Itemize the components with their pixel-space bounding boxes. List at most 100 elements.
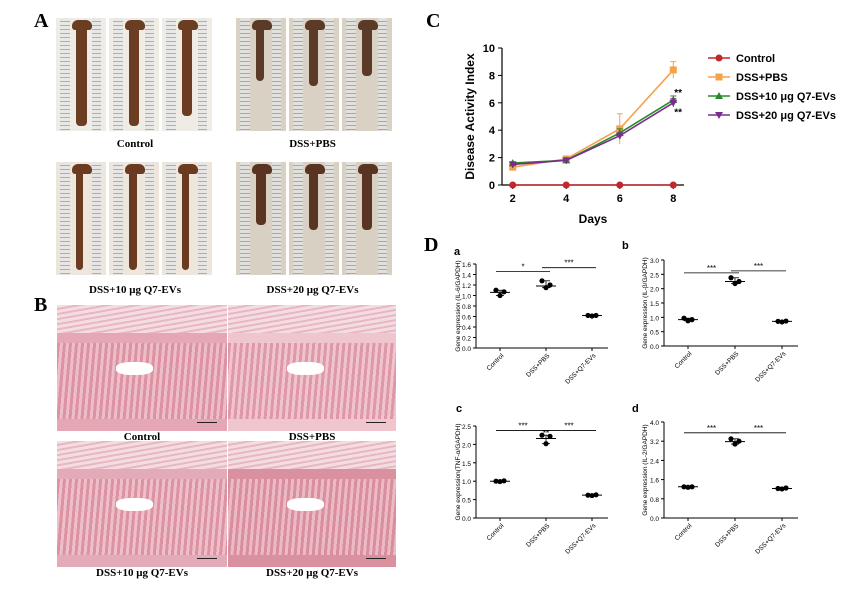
ruler-scale: [346, 162, 356, 275]
data-point: [783, 485, 789, 491]
data-point: [736, 438, 742, 444]
x-tick-label: 8: [670, 193, 676, 205]
data-point: [616, 181, 624, 189]
colon-tissue: [182, 26, 192, 116]
data-point: [715, 54, 723, 62]
ruler-scale: [272, 18, 281, 131]
data-point: [669, 181, 677, 189]
y-tick-label: 0.0: [462, 516, 471, 523]
legend-label: DSS+20 μg Q7-EVs: [736, 110, 836, 122]
panel-b-caption-dss-20: DSS+20 μg Q7-EVs: [266, 567, 358, 579]
histology-image: [228, 441, 396, 567]
x-tick-label: Control: [486, 352, 506, 372]
colon-cecum: [305, 20, 325, 30]
colon-cecum: [72, 164, 92, 174]
y-tick-label: 2.0: [462, 442, 471, 449]
significance-label: ***: [564, 421, 573, 430]
x-tick-label: 2: [510, 193, 516, 205]
significance-label: ***: [754, 424, 763, 433]
data-point: [736, 278, 742, 285]
data-point: [539, 432, 545, 438]
panel-b-caption-dss-10: DSS+10 μg Q7-EVs: [96, 567, 188, 579]
data-point: [715, 92, 723, 99]
colon-photo: [236, 162, 286, 275]
significance-label: ***: [754, 262, 763, 271]
y-tick-label: 1.2: [462, 283, 471, 290]
colon-photo: [109, 162, 159, 275]
colon-tissue: [309, 26, 318, 86]
ruler-scale: [198, 162, 207, 275]
ruler-scale: [92, 162, 101, 275]
y-tick-label: 0.5: [462, 498, 471, 505]
data-point: [501, 478, 507, 484]
ruler-scale: [240, 162, 250, 275]
y-tick-label: 4: [489, 125, 496, 137]
data-point: [779, 319, 785, 325]
x-tick-label: DSS+PBS: [714, 350, 741, 377]
data-point: [669, 99, 678, 107]
muscle-layer: [57, 305, 227, 333]
y-axis-label: Gene expression(TNF-α/GAPDH): [455, 424, 462, 521]
y-tick-label: 2.4: [650, 458, 659, 465]
ruler-scale: [240, 18, 250, 131]
y-axis-label: Disease Activity Index: [463, 53, 477, 180]
data-point: [775, 485, 781, 492]
ruler-scale: [92, 18, 101, 131]
data-point: [779, 486, 785, 492]
ruler-scale: [113, 18, 123, 131]
subpanel-letter: d: [632, 403, 639, 415]
y-tick-label: 2: [489, 153, 495, 165]
colon-cecum: [178, 20, 198, 30]
data-point: [539, 278, 545, 284]
x-tick-label: DSS+Q7-EVs: [564, 352, 598, 386]
y-tick-label: 0.4: [462, 325, 471, 332]
data-point: [775, 318, 781, 324]
y-tick-label: 8: [489, 70, 495, 82]
y-tick-label: 0.2: [462, 336, 471, 343]
ruler-scale: [60, 162, 70, 275]
series-line: [512, 102, 674, 166]
data-point: [732, 441, 738, 447]
data-point: [732, 280, 738, 287]
panel-d-letter: D: [424, 234, 439, 256]
ruler-scale: [325, 18, 334, 131]
data-point: [685, 318, 691, 324]
ruler-scale: [293, 18, 303, 131]
data-point: [681, 315, 687, 321]
ruler-scale: [346, 18, 356, 131]
significance-label: *: [521, 262, 524, 271]
y-tick-label: 0.8: [650, 497, 659, 504]
colon-cecum: [125, 20, 145, 30]
data-point: [589, 492, 595, 499]
y-tick-label: 2.5: [462, 424, 471, 431]
x-tick-label: DSS+PBS: [525, 522, 552, 549]
panel-a-caption-dss-20: DSS+20 μg Q7-EVs: [266, 284, 359, 296]
lumen: [287, 362, 324, 375]
significance-label: **: [543, 429, 549, 438]
significance-label: ***: [518, 421, 527, 430]
colon-cecum: [72, 20, 92, 30]
x-tick-label: 6: [617, 193, 623, 205]
x-tick-label: DSS+Q7-EVs: [754, 350, 788, 384]
data-point: [547, 282, 553, 288]
data-point: [585, 312, 591, 319]
colon-tissue: [309, 170, 318, 230]
subpanel-letter: c: [456, 403, 462, 415]
y-tick-label: 3.0: [650, 258, 659, 265]
data-point: [509, 181, 517, 189]
colon-tissue: [362, 26, 372, 76]
panel-a-caption-dss-10: DSS+10 μg Q7-EVs: [89, 284, 181, 296]
y-tick-label: 0.0: [650, 516, 659, 523]
y-tick-label: 0.8: [462, 304, 471, 311]
muscle-layer: [57, 441, 227, 469]
data-point: [685, 484, 691, 490]
legend-label: DSS+10 μg Q7-EVs: [736, 91, 836, 103]
significance-label: **: [674, 88, 682, 99]
ruler-scale: [60, 18, 70, 131]
histology-image: [228, 305, 396, 431]
data-point: [783, 318, 789, 324]
data-point: [493, 478, 499, 484]
